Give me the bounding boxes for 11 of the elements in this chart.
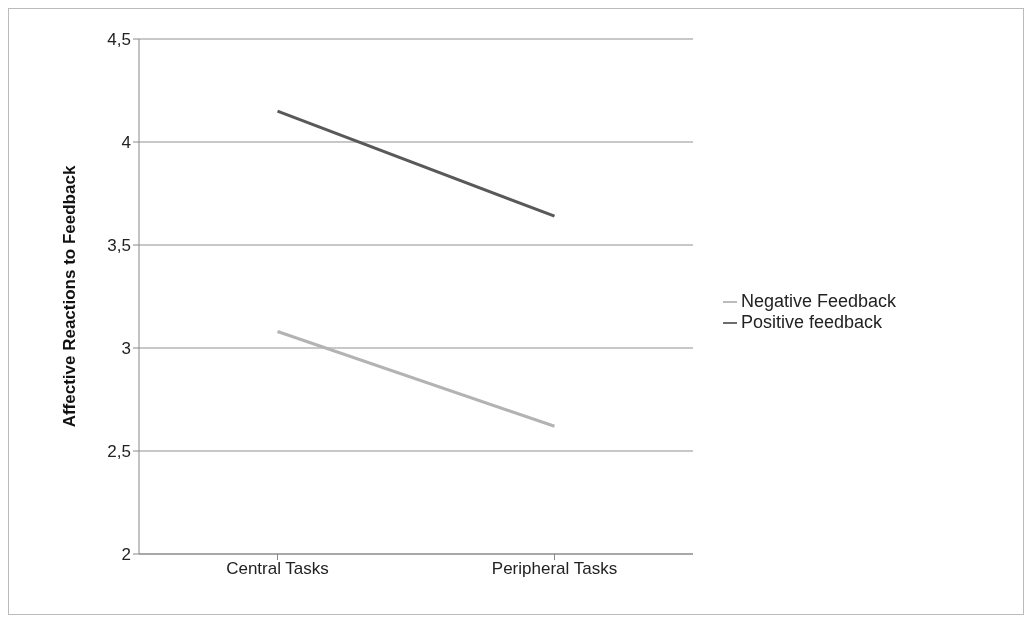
legend-label: Positive feedback [741, 311, 883, 332]
x-tick-label: Peripheral Tasks [491, 559, 618, 579]
y-tick-label: 2 [121, 545, 131, 565]
y-tick-label: 4,5 [107, 30, 131, 50]
y-tick-label: 2,5 [107, 442, 131, 462]
y-tick-label: 3,5 [107, 236, 131, 256]
y-tick-label: 3 [121, 339, 131, 359]
x-tick-label: Central Tasks [226, 559, 329, 579]
y-axis-title: Affective Reactions to Feedback [60, 165, 80, 428]
legend-label: Negative Feedback [741, 290, 897, 311]
y-tick-label: 4 [121, 133, 131, 153]
